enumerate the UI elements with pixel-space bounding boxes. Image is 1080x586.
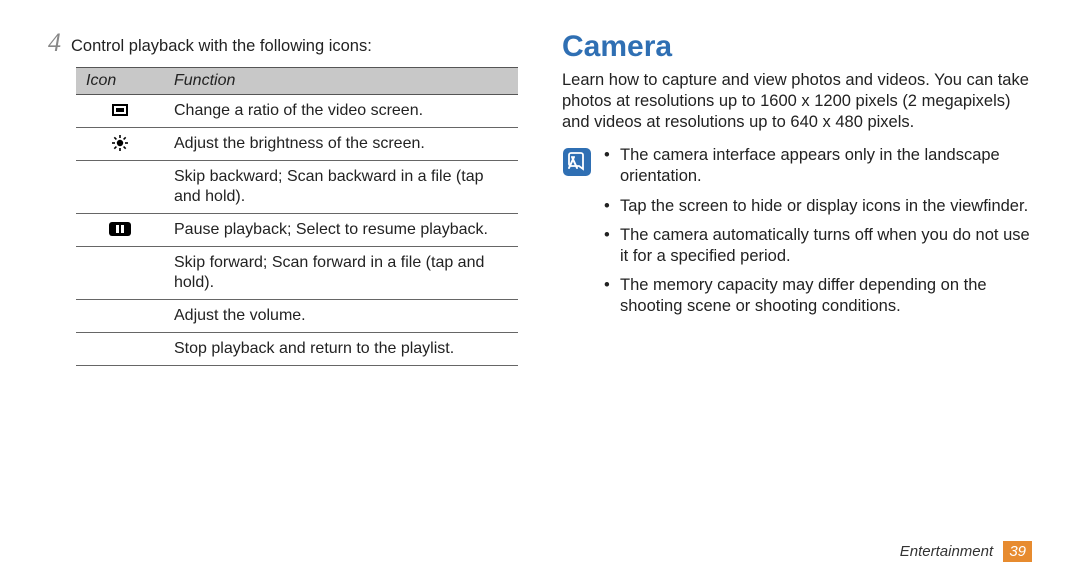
step-text: Control playback with the following icon… xyxy=(71,36,372,57)
playback-icons-table: Icon Function Change a ratio of the vide… xyxy=(76,67,518,366)
function-cell: Change a ratio of the video screen. xyxy=(164,94,518,127)
left-column: 4 Control playback with the following ic… xyxy=(48,30,518,366)
table-row: Stop playback and return to the playlist… xyxy=(76,332,518,365)
function-cell: Adjust the brightness of the screen. xyxy=(164,127,518,160)
function-cell: Pause playback; Select to resume playbac… xyxy=(164,213,518,246)
function-cell: Skip backward; Scan backward in a file (… xyxy=(164,160,518,213)
function-cell: Skip forward; Scan forward in a file (ta… xyxy=(164,246,518,299)
table-header-function: Function xyxy=(164,67,518,94)
page-footer: Entertainment 39 xyxy=(900,541,1032,562)
icon-cell xyxy=(76,94,164,127)
table-row: Adjust the brightness of the screen. xyxy=(76,127,518,160)
function-cell: Adjust the volume. xyxy=(164,299,518,332)
note-list: The camera interface appears only in the… xyxy=(604,145,1032,325)
table-row: Skip forward; Scan forward in a file (ta… xyxy=(76,246,518,299)
note-item: The memory capacity may differ depending… xyxy=(604,275,1032,317)
step-row: 4 Control playback with the following ic… xyxy=(48,30,518,57)
table-row: Change a ratio of the video screen. xyxy=(76,94,518,127)
table-header-icon: Icon xyxy=(76,67,164,94)
brightness-icon xyxy=(112,135,128,151)
icon-cell xyxy=(76,332,164,365)
table-row: Adjust the volume. xyxy=(76,299,518,332)
footer-section: Entertainment xyxy=(900,543,993,560)
right-column: Camera Learn how to capture and view pho… xyxy=(562,30,1032,366)
footer-page-number: 39 xyxy=(1003,541,1032,562)
note-item: The camera interface appears only in the… xyxy=(604,145,1032,187)
step-number: 4 xyxy=(48,30,61,56)
icon-cell xyxy=(76,299,164,332)
icon-cell xyxy=(76,246,164,299)
section-heading: Camera xyxy=(562,30,1032,64)
note-block: The camera interface appears only in the… xyxy=(562,145,1032,325)
table-row: Pause playback; Select to resume playbac… xyxy=(76,213,518,246)
aspect-ratio-icon xyxy=(112,104,128,116)
function-cell: Stop playback and return to the playlist… xyxy=(164,332,518,365)
pause-icon xyxy=(109,222,131,236)
table-row: Skip backward; Scan backward in a file (… xyxy=(76,160,518,213)
icon-cell xyxy=(76,213,164,246)
icon-cell xyxy=(76,160,164,213)
note-item: Tap the screen to hide or display icons … xyxy=(604,196,1032,217)
note-item: The camera automatically turns off when … xyxy=(604,225,1032,267)
intro-paragraph: Learn how to capture and view photos and… xyxy=(562,70,1032,133)
note-icon xyxy=(562,147,592,182)
icon-cell xyxy=(76,127,164,160)
